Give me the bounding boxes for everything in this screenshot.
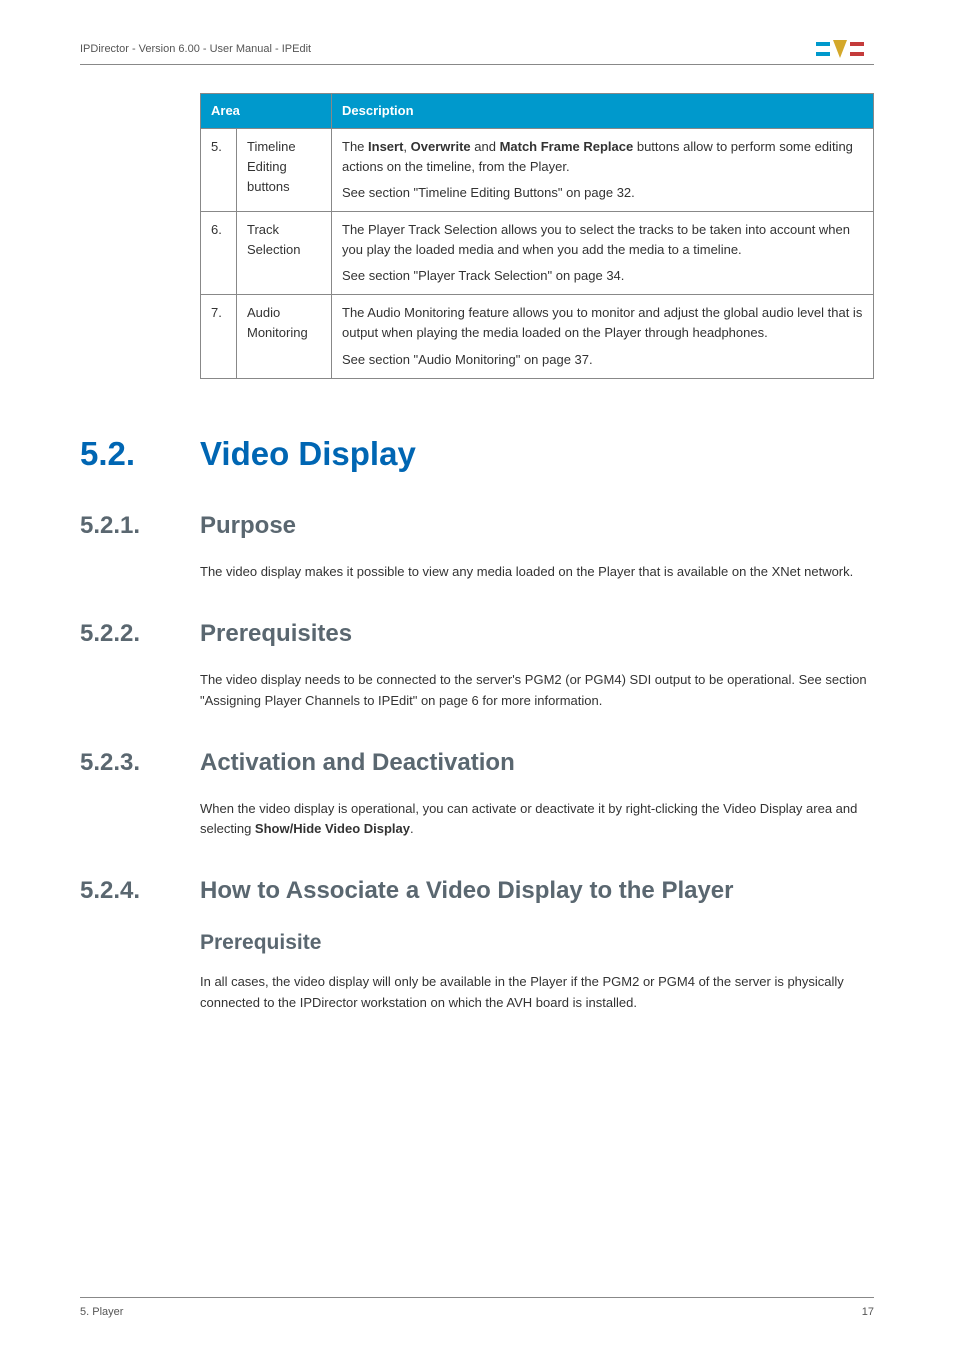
footer-left: 5. Player xyxy=(80,1304,123,1321)
page-header: IPDirector - Version 6.00 - User Manual … xyxy=(80,40,874,65)
heading-num: 5.2. xyxy=(80,429,200,479)
page-footer: 5. Player 17 xyxy=(80,1297,874,1321)
row-num: 5. xyxy=(201,128,237,211)
heading-num: 5.2.4. xyxy=(80,873,200,909)
table-row: 6. Track Selection The Player Track Sele… xyxy=(201,211,874,294)
table-row: 7. Audio Monitoring The Audio Monitoring… xyxy=(201,295,874,378)
section-body: In all cases, the video display will onl… xyxy=(200,972,874,1012)
header-text: IPDirector - Version 6.00 - User Manual … xyxy=(80,41,311,58)
table-header-area: Area xyxy=(201,94,332,129)
footer-page-number: 17 xyxy=(862,1304,874,1321)
row-num: 6. xyxy=(201,211,237,294)
heading-num: 5.2.3. xyxy=(80,745,200,781)
heading-5-2-4: 5.2.4. How to Associate a Video Display … xyxy=(80,873,874,909)
heading-num: 5.2.2. xyxy=(80,616,200,652)
row-desc: The Insert, Overwrite and Match Frame Re… xyxy=(332,128,874,211)
subheading-prerequisite: Prerequisite xyxy=(200,927,874,959)
row-label: Audio Monitoring xyxy=(237,295,332,378)
row-desc: The Player Track Selection allows you to… xyxy=(332,211,874,294)
heading-title: Video Display xyxy=(200,429,416,479)
section-body: The video display makes it possible to v… xyxy=(200,562,874,582)
heading-5-2-1: 5.2.1. Purpose xyxy=(80,508,874,544)
section-body: The video display needs to be connected … xyxy=(200,670,874,710)
heading-num: 5.2.1. xyxy=(80,508,200,544)
section-body: When the video display is operational, y… xyxy=(200,799,874,839)
area-description-table: Area Description 5. Timeline Editing but… xyxy=(200,93,874,379)
heading-title: Prerequisites xyxy=(200,616,352,652)
table-header-description: Description xyxy=(332,94,874,129)
row-label: Timeline Editing buttons xyxy=(237,128,332,211)
row-num: 7. xyxy=(201,295,237,378)
heading-title: Activation and Deactivation xyxy=(200,745,515,781)
evs-logo xyxy=(816,40,874,58)
heading-title: Purpose xyxy=(200,508,296,544)
table-row: 5. Timeline Editing buttons The Insert, … xyxy=(201,128,874,211)
heading-5-2: 5.2. Video Display xyxy=(80,429,874,479)
row-label: Track Selection xyxy=(237,211,332,294)
heading-title: How to Associate a Video Display to the … xyxy=(200,873,734,909)
heading-5-2-3: 5.2.3. Activation and Deactivation xyxy=(80,745,874,781)
row-desc: The Audio Monitoring feature allows you … xyxy=(332,295,874,378)
heading-5-2-2: 5.2.2. Prerequisites xyxy=(80,616,874,652)
